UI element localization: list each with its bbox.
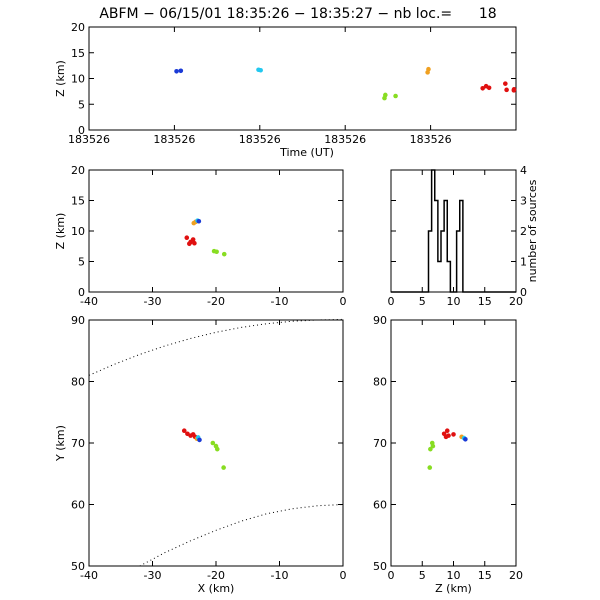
y-axis-label: Z (km) [54, 60, 67, 97]
data-point [480, 85, 485, 91]
x-axis-label: X (km) [198, 582, 235, 595]
range-ring [139, 504, 344, 567]
x-tick-label: -20 [207, 295, 225, 308]
x-tick-label: 0 [388, 569, 395, 582]
y-tick-label: 15 [71, 195, 85, 208]
x-tick-label: 10 [447, 569, 461, 582]
y-axis-label: Z (km) [54, 213, 67, 250]
x-tick-label: 15 [478, 569, 492, 582]
x-tick-label: 0 [388, 295, 395, 308]
x-axis-label: Z (km) [435, 582, 472, 595]
y-tick-label: 4 [520, 164, 527, 177]
x-tick-label: -20 [207, 569, 225, 582]
y-tick-label: 10 [71, 73, 85, 86]
y-tick-label: 50 [373, 560, 387, 573]
y-tick-label: 90 [373, 314, 387, 327]
histogram-step [391, 169, 516, 293]
y-tick-label: 70 [373, 437, 387, 450]
x-tick-label: 0 [340, 295, 347, 308]
panel-time-height: 183526 183526 183526 183526 18352605101520Z … [54, 21, 517, 159]
y-tick-label: 3 [520, 195, 527, 208]
data-point [184, 235, 190, 241]
x-tick-label: -10 [271, 295, 289, 308]
x-tick-label: 5 [419, 295, 426, 308]
y-tick-label: 70 [71, 437, 85, 450]
data-point [426, 66, 431, 72]
data-point [444, 428, 450, 434]
x-tick-label: 183526 [410, 133, 452, 146]
y-tick-label: 5 [78, 256, 85, 269]
data-point [511, 87, 517, 92]
data-point [190, 237, 196, 242]
data-point [210, 440, 216, 446]
panel-x-z: -40 -30 -20 -10 0 0 5 10 15 20 Z (km) [54, 164, 347, 308]
x-tick-label: 183526 [153, 133, 195, 146]
data-point [174, 68, 179, 74]
x-tick-label: 183526 [68, 133, 110, 146]
data-point [443, 434, 449, 440]
x-tick-label: 20 [509, 295, 523, 308]
y-tick-label: 50 [71, 560, 85, 573]
data-point [427, 465, 433, 470]
panel-z-y: 0 5 10 15 20 50 60 70 80 90 Z (km) [373, 314, 523, 595]
data-point [221, 465, 226, 470]
y-tick-label: 2 [520, 225, 527, 238]
data-point [258, 67, 263, 73]
y-tick-label: 60 [71, 499, 85, 512]
x-axis-label: Time (UT) [279, 146, 334, 159]
data-point [486, 85, 492, 91]
data-point [181, 428, 187, 434]
x-tick-label: -30 [144, 295, 162, 308]
y-tick-label: 0 [78, 124, 85, 137]
y-tick-label: 0 [78, 286, 85, 299]
data-point [214, 249, 219, 255]
y-tick-label: 80 [71, 376, 85, 389]
y-tick-label: 80 [373, 376, 387, 389]
data-point [428, 446, 433, 452]
data-point [187, 241, 192, 247]
x-tick-label: 183526 [324, 133, 366, 146]
data-point [463, 437, 468, 442]
data-point [178, 68, 184, 74]
y-tick-label: 20 [71, 164, 85, 177]
x-tick-label: 5 [419, 569, 426, 582]
y-tick-label: 0 [520, 286, 527, 299]
data-point [504, 87, 509, 93]
x-tick-label: -30 [144, 569, 162, 582]
y-axis-label: number of sources [526, 179, 539, 282]
data-point [383, 92, 388, 98]
data-point [214, 446, 220, 452]
x-tick-label: 15 [478, 295, 492, 308]
y-tick-label: 10 [71, 225, 85, 238]
data-point [393, 93, 398, 99]
x-tick-label: 183526 [239, 133, 281, 146]
x-tick-label: 20 [509, 569, 523, 582]
data-point [196, 218, 202, 224]
data-point [451, 432, 456, 437]
figure-title: ABFM − 06/15/01 18:35:26 − 18:35:27 − nb… [99, 6, 496, 22]
data-point [192, 240, 197, 246]
data-point [503, 81, 508, 86]
y-tick-label: 20 [71, 21, 85, 34]
data-point [221, 251, 227, 257]
y-tick-label: 15 [71, 47, 85, 60]
y-tick-label: 60 [373, 499, 387, 512]
x-tick-label: -10 [271, 569, 289, 582]
x-tick-label: 0 [340, 569, 347, 582]
panel-plan-view: -40 -30 -20 -10 0 50 60 70 80 90 Y (km) X (km) [54, 314, 347, 595]
y-tick-label: 1 [520, 256, 527, 269]
x-tick-label: 10 [447, 295, 461, 308]
data-point [197, 437, 202, 443]
data-point [430, 443, 436, 449]
y-tick-label: 90 [71, 314, 85, 327]
x-tick-label: -40 [80, 569, 98, 582]
y-tick-label: 5 [78, 98, 85, 111]
x-tick-label: -40 [80, 295, 98, 308]
y-axis-label: Y (km) [54, 425, 67, 462]
